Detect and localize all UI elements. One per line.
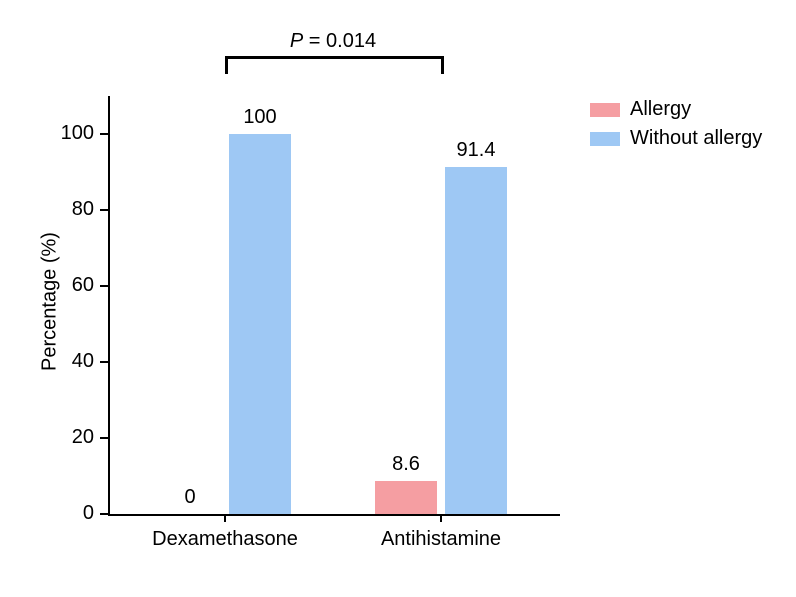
y-tick	[100, 285, 108, 288]
legend-label: Without allergy	[630, 127, 762, 150]
y-tick-label: 100	[50, 122, 94, 145]
legend: Allergy Without allergy	[590, 98, 762, 156]
y-tick	[100, 133, 108, 136]
bar	[445, 167, 507, 514]
y-tick-label: 0	[50, 502, 94, 525]
x-category-label: Antihistamine	[341, 528, 541, 551]
y-tick	[100, 513, 108, 516]
y-tick-label: 20	[50, 426, 94, 449]
bar	[375, 481, 437, 514]
p-bracket-left	[225, 56, 228, 74]
bar-value-label: 91.4	[436, 139, 516, 162]
legend-item: Allergy	[590, 98, 762, 121]
p-value-label: P = 0.014	[273, 30, 393, 53]
x-tick	[440, 514, 443, 522]
y-tick-label: 80	[50, 198, 94, 221]
y-tick	[100, 209, 108, 212]
bar-value-label: 100	[220, 106, 300, 129]
legend-label: Allergy	[630, 98, 691, 121]
legend-item: Without allergy	[590, 127, 762, 150]
bar-value-label: 0	[150, 486, 230, 509]
p-bracket-horizontal	[225, 56, 441, 59]
x-category-label: Dexamethasone	[125, 528, 325, 551]
chart-container: Percentage (%) AllergyWithout allergy 02…	[0, 0, 796, 597]
bar-value-label: 8.6	[366, 453, 446, 476]
y-tick	[100, 437, 108, 440]
p-bracket-right	[441, 56, 444, 74]
legend-swatch	[590, 132, 620, 146]
y-tick	[100, 361, 108, 364]
bar	[229, 134, 291, 514]
x-tick	[224, 514, 227, 522]
legend-swatch	[590, 103, 620, 117]
y-tick-label: 40	[50, 350, 94, 373]
y-tick-label: 60	[50, 274, 94, 297]
